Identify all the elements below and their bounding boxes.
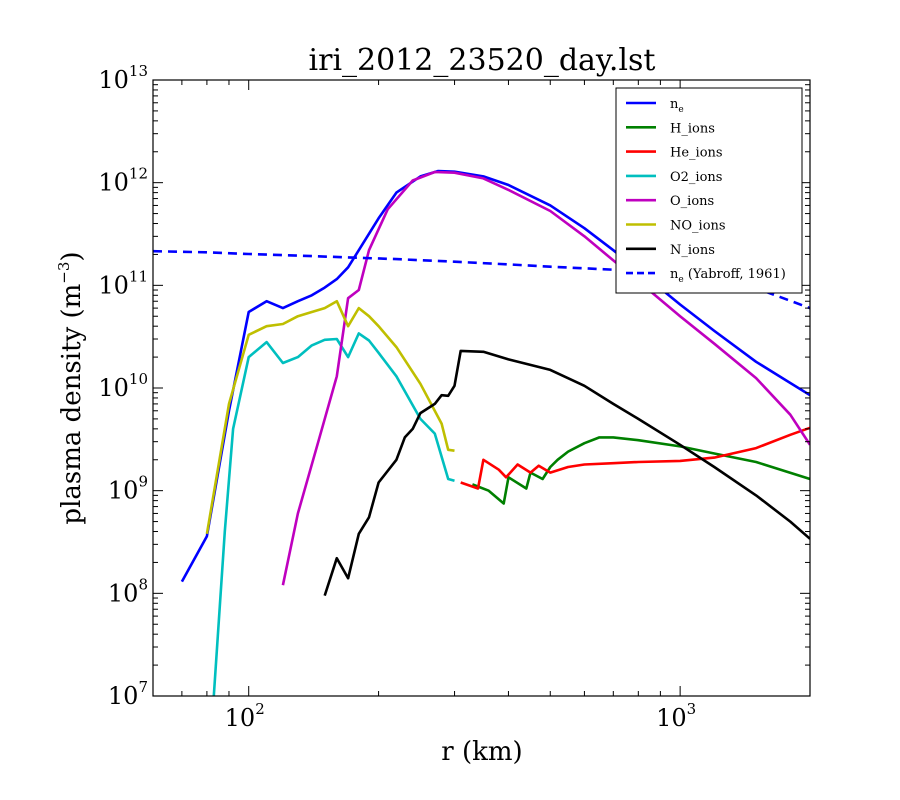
y-tick-label: 1010 [98, 370, 148, 402]
legend-entry: O_ions [670, 194, 714, 209]
x-tick-label: 103 [656, 700, 696, 732]
legend-box [615, 87, 803, 294]
legend-entry: N_ions [670, 243, 715, 258]
legend: ne H_ions He_ions O2_ions O_ions NO_ions N_ion… [615, 87, 803, 294]
legend-entry: ne (Yabroff, 1961) [670, 267, 786, 285]
legend-entry: O2_ions [670, 170, 722, 185]
y-axis-label: plasma density (m−3) [55, 251, 87, 524]
legend-entry: H_ions [670, 121, 715, 136]
plot-frame [152, 79, 811, 697]
legend-entry: He_ions [670, 146, 723, 161]
series-line-4 [281, 170, 810, 586]
y-tick-label: 1013 [98, 62, 148, 94]
x-tick-label: 102 [225, 700, 265, 732]
series-line-2 [460, 426, 810, 490]
y-tick-label: 1011 [98, 267, 148, 299]
series-line-3 [212, 332, 455, 696]
y-axis-label-close: ) [57, 251, 87, 261]
x-axis-label: r (km) [441, 737, 522, 767]
x-axis-label-group: r (km) [441, 737, 522, 767]
y-tick-label: 108 [108, 575, 148, 607]
series-line-5 [205, 299, 455, 535]
ticks-layer: 102 103 107 108 109 1010 1011 1012 1013 [98, 62, 811, 732]
chart-title: iri_2012_23520_day.lst [309, 43, 656, 78]
y-axis-label-text: plasma density (m [57, 284, 87, 525]
y-tick-label: 1012 [98, 165, 148, 197]
legend-entry: NO_ions [670, 219, 726, 234]
y-tick-label: 109 [108, 473, 148, 505]
y-axis-label-exponent: −3 [55, 262, 73, 284]
y-tick-label: 107 [108, 678, 148, 710]
series-line-6 [323, 349, 810, 597]
legend-entry: ne [670, 97, 684, 115]
